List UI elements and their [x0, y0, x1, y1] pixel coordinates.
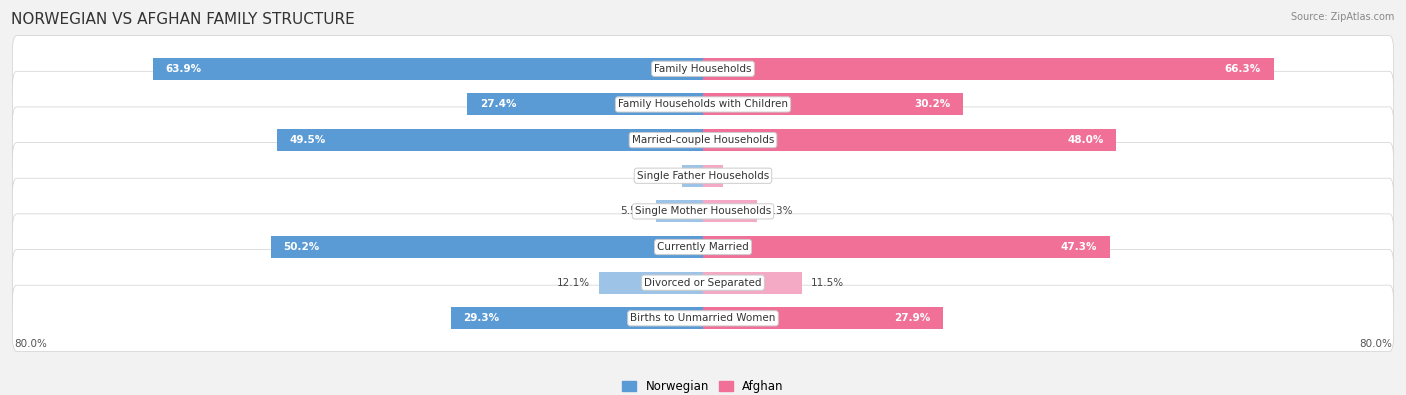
Bar: [703, 236, 1111, 258]
Bar: [703, 200, 758, 222]
Text: 11.5%: 11.5%: [811, 278, 844, 288]
Text: Family Households: Family Households: [654, 64, 752, 74]
Text: 27.9%: 27.9%: [894, 313, 931, 324]
Text: 50.2%: 50.2%: [284, 242, 319, 252]
Bar: [451, 307, 703, 329]
Text: 5.5%: 5.5%: [620, 206, 647, 216]
Bar: [277, 129, 703, 151]
Text: 48.0%: 48.0%: [1067, 135, 1104, 145]
Bar: [703, 272, 801, 294]
FancyBboxPatch shape: [13, 36, 1393, 102]
Bar: [599, 272, 703, 294]
Legend: Norwegian, Afghan: Norwegian, Afghan: [617, 376, 789, 395]
Bar: [703, 58, 1274, 80]
Text: 63.9%: 63.9%: [166, 64, 201, 74]
Text: Source: ZipAtlas.com: Source: ZipAtlas.com: [1291, 12, 1395, 22]
Text: 2.4%: 2.4%: [647, 171, 673, 181]
Text: 66.3%: 66.3%: [1225, 64, 1261, 74]
Text: Currently Married: Currently Married: [657, 242, 749, 252]
FancyBboxPatch shape: [13, 107, 1393, 173]
FancyBboxPatch shape: [13, 71, 1393, 137]
Bar: [703, 129, 1116, 151]
Text: Married-couple Households: Married-couple Households: [631, 135, 775, 145]
Text: 12.1%: 12.1%: [557, 278, 591, 288]
FancyBboxPatch shape: [13, 285, 1393, 352]
Bar: [703, 165, 723, 187]
Text: Single Mother Households: Single Mother Households: [636, 206, 770, 216]
FancyBboxPatch shape: [13, 214, 1393, 280]
FancyBboxPatch shape: [13, 250, 1393, 316]
Text: Single Father Households: Single Father Households: [637, 171, 769, 181]
Bar: [682, 165, 703, 187]
Text: 80.0%: 80.0%: [1360, 339, 1392, 349]
Bar: [655, 200, 703, 222]
Bar: [467, 93, 703, 115]
Text: Births to Unmarried Women: Births to Unmarried Women: [630, 313, 776, 324]
Bar: [703, 93, 963, 115]
FancyBboxPatch shape: [13, 143, 1393, 209]
Text: Divorced or Separated: Divorced or Separated: [644, 278, 762, 288]
Text: 80.0%: 80.0%: [14, 339, 46, 349]
Text: 29.3%: 29.3%: [464, 313, 499, 324]
Text: 49.5%: 49.5%: [290, 135, 326, 145]
Text: Family Households with Children: Family Households with Children: [619, 100, 787, 109]
Text: 27.4%: 27.4%: [479, 100, 516, 109]
Bar: [153, 58, 703, 80]
Bar: [271, 236, 703, 258]
Text: 47.3%: 47.3%: [1062, 242, 1098, 252]
Text: NORWEGIAN VS AFGHAN FAMILY STRUCTURE: NORWEGIAN VS AFGHAN FAMILY STRUCTURE: [11, 12, 354, 27]
Text: 2.3%: 2.3%: [731, 171, 758, 181]
Bar: [703, 307, 943, 329]
Text: 30.2%: 30.2%: [914, 100, 950, 109]
Text: 6.3%: 6.3%: [766, 206, 793, 216]
FancyBboxPatch shape: [13, 178, 1393, 245]
